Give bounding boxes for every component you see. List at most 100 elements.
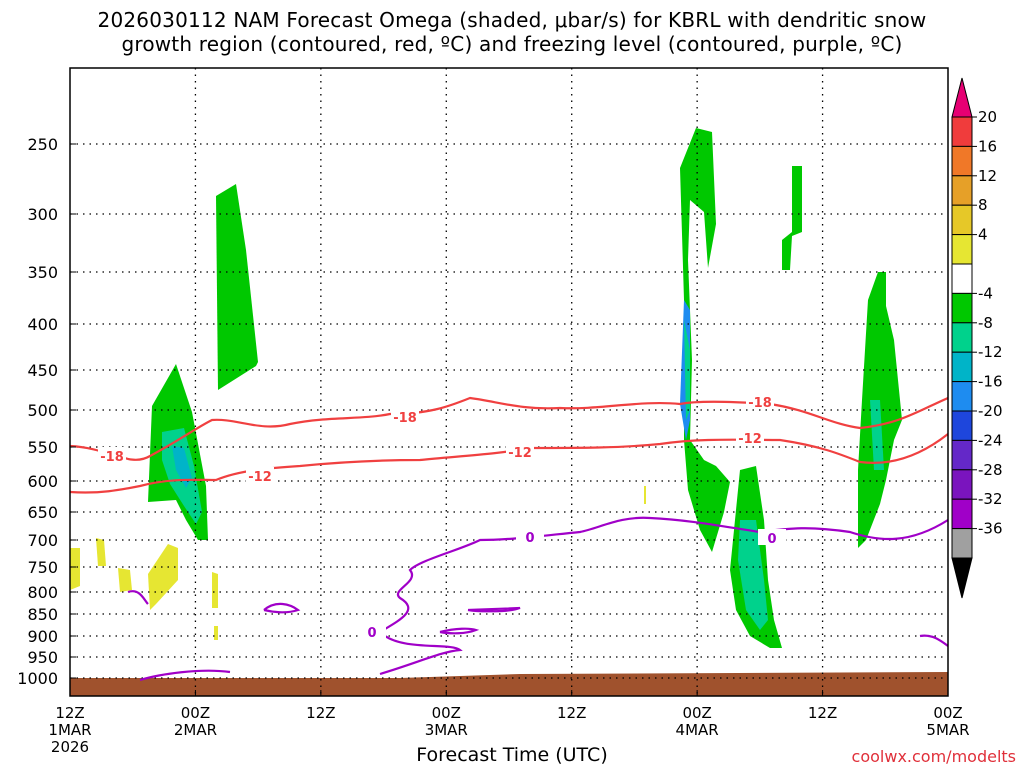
contour-label-minus12-a: -12 (248, 470, 272, 485)
omega-region-15 (118, 568, 132, 592)
omega-region-17 (212, 572, 218, 608)
y-tick-label-800: 800 (27, 583, 58, 602)
colorbar-segment-8 (951, 322, 973, 353)
y-tick-label-650: 650 (27, 503, 58, 522)
x-tick-label-6-1: 12Z (808, 704, 837, 722)
contour-label-minus18-c-bg (746, 393, 774, 409)
colorbar-label-4: 4 (978, 226, 988, 244)
y-tick-label-850: 850 (27, 605, 58, 624)
colorbar-segment-12 (951, 439, 973, 471)
omega-region-10 (782, 166, 802, 270)
colorbar-segment-3 (951, 175, 973, 206)
omega-region-5 (680, 128, 730, 552)
contour-label-freezing-c: 0 (367, 626, 376, 641)
colorbar-segment-1 (951, 116, 973, 147)
x-tick-label-2-1: 12Z (306, 704, 335, 722)
y-tick-label-900: 900 (27, 627, 58, 646)
contour-label-minus18-c: -18 (748, 396, 772, 411)
omega-region-12 (870, 400, 884, 470)
colorbar-label-2: 12 (978, 167, 997, 185)
colorbar-top-arrow (951, 77, 973, 118)
colorbar-label-12: -32 (978, 490, 1003, 508)
colorbar-segment-9 (951, 351, 973, 383)
colorbar-segment-2 (951, 145, 973, 177)
omega-region-14 (96, 538, 106, 566)
y-tick-label-550: 550 (27, 438, 58, 457)
x-axis-title: Forecast Time (UTC) (416, 744, 608, 766)
colorbar-label-11: -28 (978, 461, 1003, 479)
y-tick-label-450: 450 (27, 361, 58, 380)
colorbar-segment-14 (951, 498, 973, 530)
title-line-1: 2026030112 NAM Forecast Omega (shaded, μ… (97, 8, 927, 32)
y-tick-label-400: 400 (27, 315, 58, 334)
contour-label-freezing-a: 0 (525, 531, 534, 546)
contour-label-minus12-c: -12 (738, 432, 762, 447)
y-tick-label-700: 700 (27, 531, 58, 550)
y-tick-label-250: 250 (27, 135, 58, 154)
colorbar-label-1: 16 (978, 137, 997, 155)
y-tick-label-300: 300 (27, 205, 58, 224)
x-tick-label-1-2: 2MAR (174, 721, 217, 739)
colorbar-segment-11 (951, 410, 973, 441)
colorbar-label-8: -16 (978, 373, 1003, 391)
y-tick-label-750: 750 (27, 558, 58, 577)
plot-frame (69, 67, 949, 697)
contour-label-minus18-b-bg (391, 408, 419, 424)
omega-region-4 (172, 446, 192, 488)
colorbar-segment-4 (951, 204, 973, 236)
omega-region-0 (70, 672, 948, 696)
contour-label-minus18-b: -18 (393, 411, 417, 426)
y-tick-label-500: 500 (27, 401, 58, 420)
contour-freezing-low (139, 669, 231, 682)
x-tick-label-0-1: 12Z (55, 704, 84, 722)
contour-label-freezing-c-bg (358, 623, 386, 639)
contour-freezing-small-3 (467, 606, 521, 613)
omega-region-19 (644, 486, 646, 504)
contour-label-freezing-b-bg (758, 529, 786, 545)
colorbar-segment-6 (951, 263, 973, 294)
omega-region-9 (738, 520, 768, 630)
colorbar-label-6: -8 (978, 314, 993, 332)
x-tick-label-4-1: 12Z (557, 704, 586, 722)
contour-label-minus12-c-bg (736, 429, 764, 445)
contour-freezing-small-1 (127, 590, 149, 605)
omega-region-18 (214, 626, 218, 640)
y-tick-label-1000: 1000 (17, 669, 58, 688)
contour-freezing-small-4 (439, 627, 480, 635)
colorbar-segment-7 (951, 292, 973, 324)
colorbar-label-13: -36 (978, 520, 1003, 538)
contour-label-minus12-a-bg (246, 467, 274, 483)
contour-minus12 (70, 433, 948, 494)
x-tick-label-3-1: 00Z (432, 704, 461, 722)
colorbar-label-10: -24 (978, 431, 1003, 449)
contour-label-freezing-a-bg (516, 528, 544, 544)
omega-region-1 (216, 184, 258, 390)
contour-label-minus18-a-bg (98, 447, 126, 463)
omega-region-13 (70, 548, 80, 590)
contour-freezing-small-2 (263, 602, 301, 614)
title-line-2: growth region (contoured, red, ºC) and f… (121, 32, 903, 56)
omega-region-16 (148, 544, 178, 610)
contour-minus18 (70, 396, 948, 461)
site-credit: coolwx.com/modelts (851, 747, 1016, 766)
contour-label-minus12-b: -12 (508, 446, 532, 461)
colorbar-label-7: -12 (978, 343, 1003, 361)
omega-region-7 (684, 320, 690, 420)
y-tick-label-350: 350 (27, 263, 58, 282)
colorbar-label-0: 20 (978, 108, 997, 126)
y-axis: 250 300 350 400 450 500 550 600 650 700 750 800 850 9… (17, 135, 76, 688)
y-tick-label-950: 950 (27, 648, 58, 667)
contour-freezing-small-5 (919, 634, 948, 647)
colorbar-label-5: -4 (978, 284, 993, 302)
contours: -18 -18 -18 -12 -12 -12 0 0 0 (70, 393, 948, 682)
x-tick-label-0-2: 1MAR (48, 721, 91, 739)
chart-title: 2026030112 NAM Forecast Omega (shaded, μ… (0, 8, 1024, 56)
colorbar: 20 16 12 8 4 -4 -8 -12 -16 -20 -24 -28 -32 -36 (951, 77, 1003, 599)
grid-lines (70, 68, 948, 696)
contour-label-minus12-b-bg (506, 443, 534, 459)
x-tick-label-5-2: 4MAR (676, 721, 719, 739)
colorbar-label-9: -20 (978, 402, 1003, 420)
x-tick-label-0-3: 2026 (51, 738, 89, 756)
